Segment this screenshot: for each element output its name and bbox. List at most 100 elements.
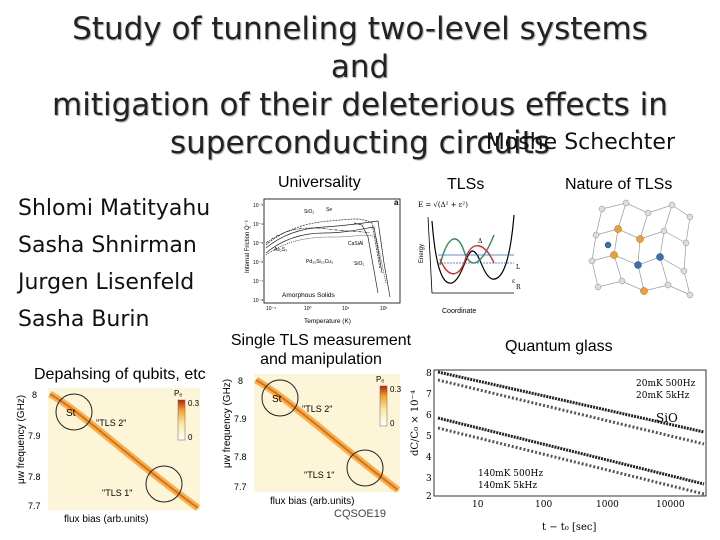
universality-panel-letter: a xyxy=(394,198,399,207)
ytick: 4 xyxy=(426,453,432,463)
colorbar-max: 0.3 xyxy=(188,399,200,408)
spectro-ylabel: μw frequency (GHz) xyxy=(16,395,27,484)
glass-xlabel: t − t₀ [sec] xyxy=(542,522,597,533)
title-line: superconducting circuits xyxy=(170,125,550,161)
material-label: SiO₂ xyxy=(304,209,314,215)
xtick: 10 xyxy=(472,500,484,510)
universality-note: Amorphous Solids xyxy=(282,292,335,299)
energy-formula: E = √(Δ² + ε²) xyxy=(418,201,468,209)
ytick: 8 xyxy=(238,376,243,386)
ytick: 3 xyxy=(426,474,432,484)
ytick: 10⁻³ xyxy=(253,203,263,209)
ytick: 7.8 xyxy=(28,472,41,482)
xtick: 10¹ xyxy=(342,306,350,312)
label-line: and manipulation xyxy=(260,351,382,368)
universality-xlabel: Temperature (K) xyxy=(304,318,351,325)
ytick: 10⁻⁶ xyxy=(253,260,263,266)
coauthor-name: Sasha Shnirman xyxy=(18,233,197,258)
label-tlss: TLSs xyxy=(447,176,485,193)
tls1-label: "TLS 1" xyxy=(304,470,334,480)
main-author: Moshe Schechter xyxy=(485,130,675,155)
material-label: SiO xyxy=(656,411,678,425)
tls-double-well-figure: E = √(Δ² + ε²) Energy Coordinate Δ ε L R xyxy=(414,193,528,317)
material-label: Se xyxy=(326,207,332,213)
ytick: 7.8 xyxy=(234,452,247,462)
xtick: 10² xyxy=(380,306,388,312)
label-dephasing: Depahsing of qubits, etc xyxy=(34,366,206,383)
coauthor-name: Sasha Burin xyxy=(18,307,150,332)
colorbar-min: 0 xyxy=(188,433,193,442)
mark-l: L xyxy=(516,264,520,271)
colorbar-label: Pₑ xyxy=(174,389,182,398)
material-label: As₂S₃ xyxy=(274,247,287,253)
ytick: 2 xyxy=(426,492,432,502)
tls2-label: "TLS 2" xyxy=(96,418,126,428)
tls-xlabel: Coordinate xyxy=(442,308,476,315)
xtick: 10⁻¹ xyxy=(266,306,276,312)
ytick: 10⁻⁷ xyxy=(253,279,263,285)
legend-entry: 140mK 5kHz xyxy=(478,481,537,491)
material-label: CaSiAl xyxy=(348,241,363,247)
slide-title: Study of tunneling two-level systems and… xyxy=(40,10,680,162)
label-quantum-glass: Quantum glass xyxy=(505,338,613,355)
ytick: 7.7 xyxy=(28,501,41,511)
label-line: Single TLS measurement xyxy=(230,332,412,349)
universality-plot: Internal Friction Q⁻¹ Temperature (K) Am… xyxy=(245,198,401,325)
ytick: 5 xyxy=(426,432,432,442)
xtick: 1000 xyxy=(596,500,619,510)
spectro-xlabel: flux bias (arb.units) xyxy=(270,496,354,507)
label-universality: Universality xyxy=(278,174,361,191)
coauthor-list: Shlomi Matityahu Sasha Shnirman Jurgen L… xyxy=(18,190,210,338)
ytick: 7 xyxy=(426,390,432,400)
nature-tls-lattice-figure xyxy=(582,195,700,313)
double-well-plot: E = √(Δ² + ε²) Energy Coordinate Δ ε L R xyxy=(418,201,521,315)
material-label: SiO₂ xyxy=(354,261,364,267)
mark-delta: Δ xyxy=(478,238,483,245)
colorbar-label: Pₑ xyxy=(376,375,384,384)
ytick: 7.9 xyxy=(28,431,41,441)
label-single-tls: Single TLS measurement and manipulation xyxy=(230,331,412,369)
title-line: Study of tunneling two-level systems and xyxy=(72,11,648,85)
tls1-label: "TLS 1" xyxy=(102,488,132,498)
legend-entry: 20mK 5kHz xyxy=(636,391,690,401)
spectroscopy-figure-middle: μw frequency (GHz) flux bias (arb.units)… xyxy=(220,372,410,508)
legend-entry: 140mK 500Hz xyxy=(478,469,543,479)
spectro-ylabel: μw frequency (GHz) xyxy=(222,379,233,468)
footer-conference: CQSOE19 xyxy=(334,508,386,520)
xtick: 100 xyxy=(535,500,552,510)
quantum-glass-plot: dC/C₀ × 10⁻⁴ t − t₀ [sec] 8 7 6 5 4 3 2 … xyxy=(410,369,707,533)
xtick: 10⁰ xyxy=(304,306,312,312)
coauthor-name: Jurgen Lisenfeld xyxy=(18,270,195,295)
mark-epsilon: ε xyxy=(512,278,515,285)
spectroscopy-plot-middle: μw frequency (GHz) flux bias (arb.units)… xyxy=(222,374,402,507)
ytick: 10⁻⁴ xyxy=(253,222,263,228)
lattice-diagram xyxy=(588,199,694,299)
st-label: St xyxy=(66,408,76,419)
colorbar-max: 0.3 xyxy=(390,385,402,394)
quantum-glass-figure: dC/C₀ × 10⁻⁴ t − t₀ [sec] 8 7 6 5 4 3 2 … xyxy=(404,366,714,534)
ytick: 10⁻⁸ xyxy=(253,298,263,304)
glass-ylabel: dC/C₀ × 10⁻⁴ xyxy=(410,390,421,456)
legend-entry: 20mK 500Hz xyxy=(636,379,696,389)
ytick: 7.9 xyxy=(234,414,247,424)
spectroscopy-plot-left: μw frequency (GHz) flux bias (arb.units)… xyxy=(16,388,201,525)
spectroscopy-figure-left: μw frequency (GHz) flux bias (arb.units)… xyxy=(14,384,212,526)
universality-ylabel: Internal Friction Q⁻¹ xyxy=(245,220,251,273)
ytick: 10⁻⁵ xyxy=(253,241,263,247)
title-line: mitigation of their deleterious effects … xyxy=(52,87,668,123)
label-nature-of-tlss: Nature of TLSs xyxy=(565,176,673,193)
spectro-xlabel: flux bias (arb.units) xyxy=(64,514,148,525)
ytick: 8 xyxy=(426,369,432,379)
colorbar-min: 0 xyxy=(390,419,395,428)
xtick: 10000 xyxy=(656,500,685,510)
tls-ylabel: Energy xyxy=(419,244,425,263)
ytick: 7.7 xyxy=(234,482,247,492)
st-label: St xyxy=(272,394,282,405)
tls2-label: "TLS 2" xyxy=(302,404,332,414)
ytick: 6 xyxy=(426,411,432,421)
ytick: 8 xyxy=(32,390,37,400)
coauthor-name: Shlomi Matityahu xyxy=(18,196,211,221)
material-label: Pd₃₀Si₂₀Cu₃ xyxy=(306,259,333,265)
universality-figure: Internal Friction Q⁻¹ Temperature (K) Am… xyxy=(244,193,408,333)
mark-r: R xyxy=(516,284,521,291)
